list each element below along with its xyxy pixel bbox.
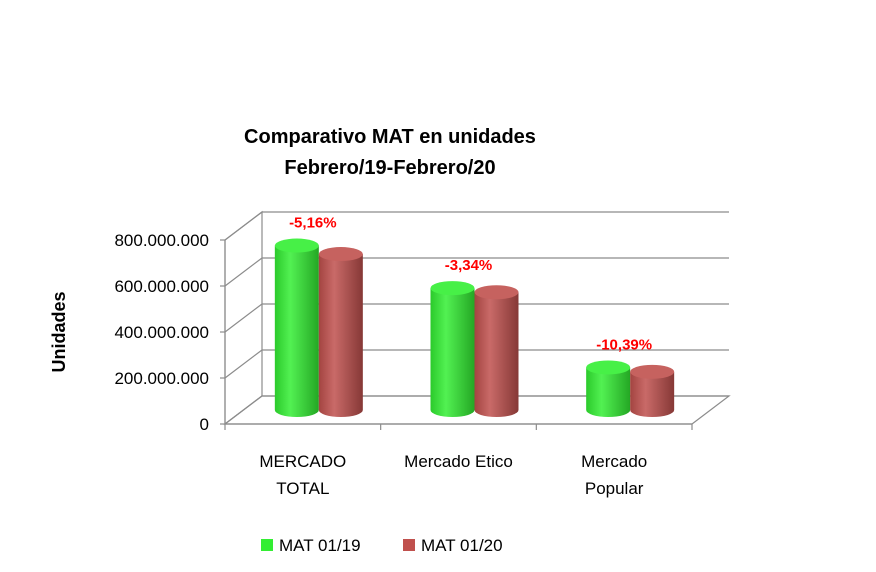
legend-swatch [403, 539, 415, 551]
x-tick-label: TOTAL [276, 479, 329, 498]
bar-top [586, 360, 631, 375]
y-tick-label: 400.000.000 [114, 323, 209, 342]
x-tick-label: Mercado [581, 452, 647, 471]
bar-mat-01-19 [586, 360, 631, 417]
bar-body [474, 292, 519, 417]
y-axis-label: Unidades [49, 291, 69, 372]
grid-lines [224, 211, 729, 425]
bar-mat-01-19 [274, 238, 319, 417]
x-tick-label: MERCADO [259, 452, 346, 471]
bar-body [586, 367, 631, 417]
bar-top [630, 364, 675, 379]
x-tick-label: Popular [585, 479, 644, 498]
bar-top [430, 281, 475, 296]
legend: MAT 01/19 MAT 01/20 [261, 536, 503, 555]
annotations: -5,16% -3,34% -10,39% [289, 215, 652, 354]
pct-change-label: -3,34% [445, 257, 493, 274]
chart-subtitle: Febrero/19-Febrero/20 [284, 157, 495, 179]
bar-body [630, 371, 675, 417]
bar-body [318, 254, 363, 417]
gridline [224, 257, 729, 287]
y-tick-label: 200.000.000 [114, 369, 209, 388]
bars [274, 238, 675, 417]
y-tick-label: 800.000.000 [114, 231, 209, 250]
pct-change-label: -10,39% [596, 336, 652, 353]
chart-title: Comparativo MAT en unidades [244, 126, 536, 148]
y-tick-label: 0 [200, 415, 209, 434]
legend-label: MAT 01/20 [421, 536, 503, 555]
bar-top [318, 247, 363, 262]
x-axis-categories: MERCADO TOTAL Mercado Etico Mercado Popular [259, 452, 647, 498]
bar-top [474, 285, 519, 300]
bar-top [274, 238, 319, 253]
legend-swatch [261, 539, 273, 551]
bar-mat-01-20 [474, 285, 519, 417]
y-axis-ticks: 0 200.000.000 400.000.000 600.000.000 800.00… [114, 231, 693, 434]
bar-mat-01-19 [430, 281, 475, 417]
gridline [224, 349, 729, 379]
bar-mat-01-20 [630, 364, 675, 417]
legend-label: MAT 01/19 [279, 536, 361, 555]
gridline [224, 395, 729, 425]
x-tick-label: Mercado Etico [404, 452, 513, 471]
bar-body [274, 245, 319, 417]
bar-mat-01-20 [318, 247, 363, 417]
gridline [224, 303, 729, 333]
gridline [224, 211, 729, 241]
bar-body [430, 288, 475, 417]
y-tick-label: 600.000.000 [114, 277, 209, 296]
pct-change-label: -5,16% [289, 215, 337, 232]
